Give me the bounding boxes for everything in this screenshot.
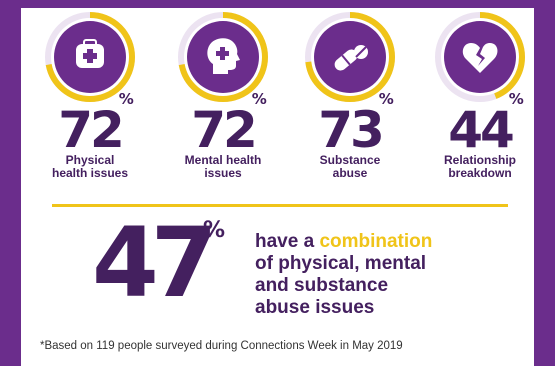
stat-percent: 72% <box>191 92 267 156</box>
ring-progress <box>435 12 525 102</box>
combination-line1: have a combination <box>255 231 505 253</box>
progress-ring <box>303 10 397 104</box>
footnote: *Based on 119 people surveyed during Con… <box>40 340 403 352</box>
broken-heart-icon <box>462 43 498 73</box>
percent-sign: % <box>118 90 134 108</box>
stat-label: Physical health issues <box>35 154 145 180</box>
stat-relationship-breakdown: 44% Relationship breakdown <box>425 10 535 180</box>
ring-graphic <box>178 12 268 102</box>
stat-label: Mental health issues <box>168 154 278 180</box>
stat-label-line1: Relationship <box>443 153 516 167</box>
ring-progress <box>45 12 135 102</box>
stat-percent: 72% <box>58 92 134 156</box>
ring-progress <box>178 12 268 102</box>
stat-physical-health: 72% Physical health issues <box>35 10 145 180</box>
ring-graphic <box>435 12 525 102</box>
top-border <box>0 0 555 8</box>
combination-line4: abuse issues <box>255 297 375 318</box>
stat-label-line2: health issues <box>51 166 129 180</box>
combination-line2: of physical, mental <box>255 253 427 274</box>
progress-ring <box>433 10 527 104</box>
stat-label-line1: Physical <box>65 153 115 167</box>
combination-line3: and substance <box>255 275 389 296</box>
pills-icon <box>334 45 368 71</box>
stat-label-line2: breakdown <box>448 166 512 180</box>
combination-highlight: combination <box>319 231 433 252</box>
stat-value: 73 <box>318 101 385 159</box>
stat-label-line2: issues <box>204 166 242 180</box>
percent-sign: % <box>251 90 267 108</box>
progress-ring <box>43 10 137 104</box>
stat-label-line2: abuse <box>332 166 368 180</box>
combination-prefix: have a <box>255 231 320 252</box>
ring-center <box>444 21 516 93</box>
combination-percent-sign: % <box>203 218 226 243</box>
progress-ring <box>176 10 270 104</box>
right-border <box>534 0 555 366</box>
stat-label-line1: Mental health <box>184 153 262 167</box>
gold-divider <box>52 204 508 207</box>
percent-sign: % <box>508 90 524 108</box>
combination-text: have a combination of physical, mental a… <box>255 231 505 319</box>
stat-value: 72 <box>58 101 125 159</box>
stat-label-line1: Substance <box>319 153 381 167</box>
stat-value: 72 <box>191 101 258 159</box>
ring-graphic <box>305 12 395 102</box>
first-aid-icon <box>76 39 104 68</box>
stat-label: Substance abuse <box>295 154 405 180</box>
stat-mental-health: 72% Mental health issues <box>168 10 278 180</box>
stat-value: 44 <box>448 101 515 159</box>
stat-percent: 73% <box>318 92 394 156</box>
stat-label: Relationship breakdown <box>425 154 535 180</box>
ring-graphic <box>45 12 135 102</box>
left-border <box>0 0 21 366</box>
combination-percent: 47 <box>92 207 218 319</box>
head-cross-icon <box>207 38 240 74</box>
stat-substance-abuse: 73% Substance abuse <box>295 10 405 180</box>
stat-percent: 44% <box>448 92 524 156</box>
percent-sign: % <box>378 90 394 108</box>
ring-progress <box>305 12 395 102</box>
